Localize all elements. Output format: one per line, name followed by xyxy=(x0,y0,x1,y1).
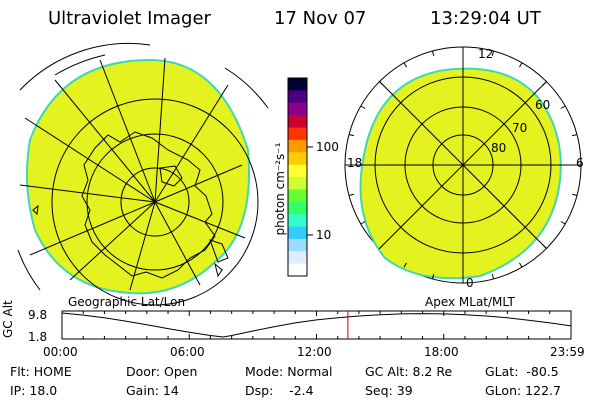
mlt-label-6: 6 xyxy=(576,156,584,170)
mlt-tick xyxy=(379,81,384,86)
colorbar-band xyxy=(288,139,307,153)
colorbar-band xyxy=(288,263,307,277)
y-tick-1.8: 1.8 xyxy=(28,330,48,344)
geographic-map xyxy=(17,42,278,306)
mlat-label-80: 80 xyxy=(491,141,507,155)
status-glon: GLon: 122.7 xyxy=(485,383,561,398)
mlt-tick xyxy=(403,262,407,268)
status-dsp: Dsp: -2.4 xyxy=(245,383,314,398)
colorbar-band xyxy=(288,177,307,190)
colorbar-unit-label: photon cm⁻²s⁻¹ xyxy=(273,142,287,236)
status-glat: GLat: -80.5 xyxy=(485,364,559,379)
colorbar-band xyxy=(288,201,307,215)
mlt-tick xyxy=(348,133,354,137)
instrument-title: Ultraviolet Imager xyxy=(48,8,211,29)
mlt-tick xyxy=(360,221,366,225)
x-tick-00: 00:00 xyxy=(43,345,78,359)
mlt-tick xyxy=(348,193,354,197)
mlt-label-0: 0 xyxy=(466,276,474,290)
x-tick-18: 18:00 xyxy=(424,345,459,359)
status-mode: Mode: Normal xyxy=(245,364,333,379)
colorbar-band xyxy=(288,127,307,141)
colorbar xyxy=(288,78,307,277)
status-flt: Flt: HOME xyxy=(10,364,72,379)
mlt-tick xyxy=(542,244,547,249)
header-date: 17 Nov 07 xyxy=(274,8,367,29)
mlt-tick xyxy=(542,81,547,86)
geo-caption: Geographic Lat/Lon xyxy=(68,295,186,309)
coastline xyxy=(81,131,216,279)
colorbar-band xyxy=(288,152,307,166)
mlat-label-70: 70 xyxy=(512,121,528,135)
magnetic-map xyxy=(344,46,582,284)
colorbar-band xyxy=(288,226,307,240)
geo-image-fill xyxy=(25,58,251,295)
colorbar-band xyxy=(288,164,307,178)
colorbar-band xyxy=(288,189,307,203)
mlt-tick xyxy=(431,274,435,280)
mag-grid xyxy=(345,47,581,283)
colorbar-band xyxy=(288,238,307,252)
colorbar-label-10: 10 xyxy=(316,228,332,242)
mlt-label-18: 18 xyxy=(347,156,363,170)
colorbar-band xyxy=(288,78,307,91)
colorbar-band xyxy=(288,251,307,265)
colorbar-frame xyxy=(287,77,308,277)
mlt-tick xyxy=(491,50,495,56)
status-door: Door: Open xyxy=(126,364,198,379)
x-tick-06: 06:00 xyxy=(170,345,205,359)
mlt-tick xyxy=(379,244,384,249)
mlt-tick xyxy=(360,105,366,109)
mag-caption: Apex MLat/MLT xyxy=(425,295,515,309)
mlt-tick xyxy=(491,274,495,280)
mlt-label-12: 12 xyxy=(478,47,494,61)
header-time: 13:29:04 UT xyxy=(430,8,541,29)
colorbar-band xyxy=(288,115,307,128)
geo-grid xyxy=(17,42,269,306)
colorbar-band xyxy=(288,102,307,116)
mlt-tick xyxy=(560,221,566,225)
mlt-tick xyxy=(560,105,566,109)
mlat-label-60: 60 xyxy=(535,98,551,112)
colorbar-band xyxy=(288,214,307,227)
mlt-tick xyxy=(519,62,523,68)
mlt-tick xyxy=(519,262,523,268)
colorbar-band xyxy=(288,90,307,104)
mlt-tick xyxy=(403,62,407,68)
x-tick-2359: 23:59 xyxy=(550,345,585,359)
mlt-tick xyxy=(431,50,435,56)
mlt-tick xyxy=(572,193,578,197)
gc-alt-axis-label: GC Alt xyxy=(1,300,15,338)
y-tick-9.8: 9.8 xyxy=(28,308,48,322)
status-seq: Seq: 39 xyxy=(365,383,413,398)
gc-alt-line xyxy=(62,312,571,338)
status-ip: IP: 18.0 xyxy=(10,383,58,398)
status-gc-alt: GC Alt: 8.2 Re xyxy=(365,364,453,379)
mlt-tick xyxy=(572,133,578,137)
status-gain: Gain: 14 xyxy=(126,383,179,398)
gc-alt-plot xyxy=(61,310,572,340)
mag-image-fill xyxy=(359,67,562,280)
colorbar-label-100: 100 xyxy=(316,140,339,154)
x-tick-12: 12:00 xyxy=(297,345,332,359)
